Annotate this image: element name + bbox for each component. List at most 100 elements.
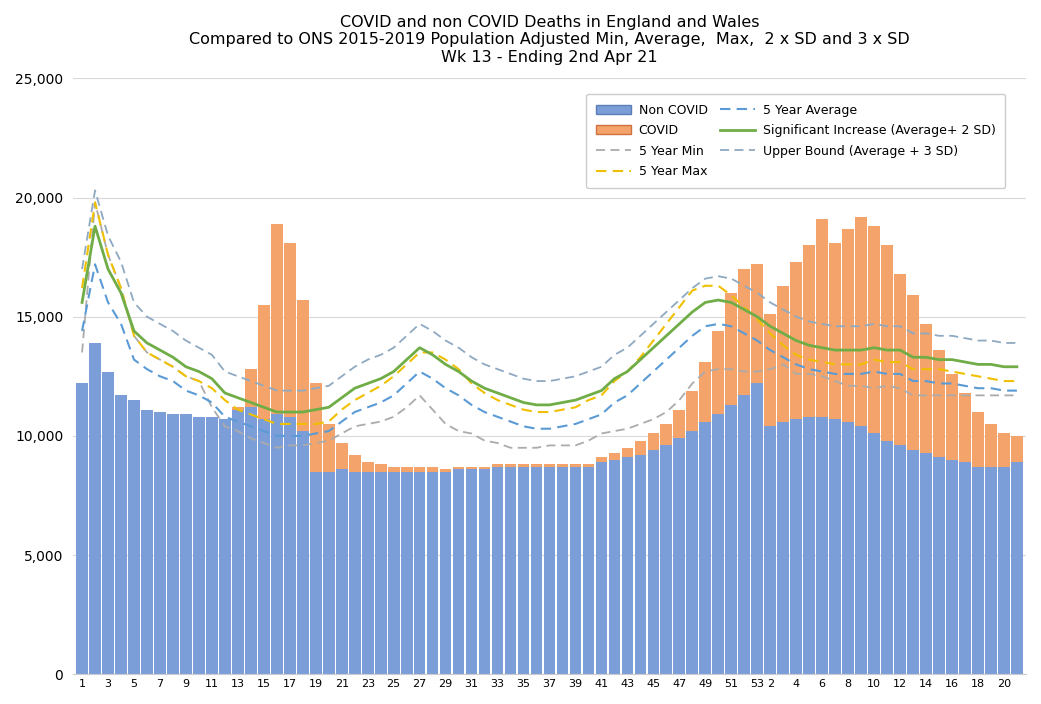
5 Year Max bbox=[945, 367, 958, 376]
Bar bbox=[920, 324, 932, 453]
Bar bbox=[894, 446, 906, 674]
5 Year Average bbox=[271, 432, 283, 440]
Bar bbox=[336, 470, 348, 674]
Bar bbox=[609, 453, 620, 460]
Bar bbox=[1011, 436, 1022, 462]
Significant Increase (Average+ 2 SD) bbox=[1011, 363, 1023, 371]
Bar bbox=[154, 412, 166, 674]
Bar bbox=[439, 470, 452, 472]
Bar bbox=[349, 455, 360, 472]
Bar bbox=[491, 467, 504, 674]
Legend: Non COVID, COVID, 5 Year Min, 5 Year Max, 5 Year Average, Significant Increase (: Non COVID, COVID, 5 Year Min, 5 Year Max… bbox=[586, 94, 1006, 188]
5 Year Average bbox=[907, 377, 919, 385]
Bar bbox=[427, 472, 438, 674]
Bar bbox=[920, 453, 932, 674]
Bar bbox=[168, 415, 179, 674]
Bar bbox=[660, 446, 672, 674]
Bar bbox=[674, 439, 685, 674]
Bar bbox=[868, 226, 880, 434]
Bar bbox=[635, 441, 646, 455]
Bar bbox=[439, 472, 452, 674]
Significant Increase (Average+ 2 SD) bbox=[881, 346, 893, 354]
Bar bbox=[856, 217, 867, 427]
Bar bbox=[907, 450, 919, 674]
Bar bbox=[635, 455, 646, 674]
Bar bbox=[985, 467, 997, 674]
Bar bbox=[569, 467, 581, 674]
Bar bbox=[998, 434, 1010, 467]
Bar bbox=[569, 465, 581, 467]
Bar bbox=[232, 410, 244, 674]
Bar bbox=[738, 396, 751, 674]
Upper Bound (Average + 3 SD) bbox=[413, 320, 426, 328]
5 Year Max bbox=[271, 420, 283, 428]
Bar bbox=[465, 470, 478, 674]
Bar bbox=[557, 467, 568, 674]
Bar bbox=[830, 419, 841, 674]
Title: COVID and non COVID Deaths in England and Wales
Compared to ONS 2015-2019 Popula: COVID and non COVID Deaths in England an… bbox=[189, 15, 910, 65]
5 Year Min bbox=[88, 198, 101, 206]
Bar bbox=[648, 450, 659, 674]
Bar bbox=[946, 374, 958, 460]
Bar bbox=[933, 458, 945, 674]
Bar bbox=[310, 384, 322, 472]
Bar bbox=[258, 419, 270, 674]
Bar bbox=[752, 384, 763, 674]
Bar bbox=[674, 410, 685, 439]
Bar bbox=[804, 245, 815, 417]
Bar bbox=[764, 427, 776, 674]
Bar bbox=[543, 465, 555, 467]
Bar bbox=[738, 269, 751, 396]
Bar bbox=[128, 400, 139, 674]
Bar bbox=[830, 243, 841, 419]
Bar bbox=[946, 460, 958, 674]
Bar bbox=[479, 470, 490, 674]
Bar bbox=[894, 274, 906, 446]
Significant Increase (Average+ 2 SD) bbox=[907, 353, 919, 361]
Bar bbox=[700, 362, 711, 422]
Upper Bound (Average + 3 SD) bbox=[76, 265, 88, 273]
5 Year Min bbox=[945, 391, 958, 400]
5 Year Max bbox=[569, 403, 582, 412]
Bar bbox=[621, 448, 633, 458]
Bar bbox=[609, 460, 620, 674]
Bar bbox=[752, 264, 763, 384]
Bar bbox=[271, 415, 283, 674]
Bar bbox=[453, 470, 464, 674]
Bar bbox=[479, 467, 490, 470]
Significant Increase (Average+ 2 SD) bbox=[413, 344, 426, 352]
5 Year Min bbox=[1011, 391, 1023, 400]
5 Year Max bbox=[881, 358, 893, 366]
Bar bbox=[868, 434, 880, 674]
Bar bbox=[726, 405, 737, 674]
Bar bbox=[557, 465, 568, 467]
Upper Bound (Average + 3 SD) bbox=[881, 322, 893, 330]
Bar bbox=[284, 243, 296, 417]
Bar bbox=[323, 472, 334, 674]
5 Year Min bbox=[881, 382, 893, 390]
Bar bbox=[933, 350, 945, 458]
Bar bbox=[505, 465, 516, 467]
Bar bbox=[816, 219, 828, 417]
5 Year Average bbox=[76, 327, 88, 335]
5 Year Average bbox=[1011, 386, 1023, 395]
Line: 5 Year Min: 5 Year Min bbox=[82, 202, 1017, 448]
Bar bbox=[972, 412, 984, 467]
Bar bbox=[388, 467, 400, 472]
Bar bbox=[375, 465, 386, 472]
Upper Bound (Average + 3 SD) bbox=[309, 384, 322, 392]
Bar bbox=[907, 295, 919, 450]
Upper Bound (Average + 3 SD) bbox=[1011, 339, 1023, 347]
Bar bbox=[790, 262, 802, 419]
Bar bbox=[271, 224, 283, 415]
Significant Increase (Average+ 2 SD) bbox=[271, 408, 283, 416]
5 Year Min bbox=[76, 348, 88, 357]
Bar bbox=[621, 458, 633, 674]
Bar bbox=[427, 467, 438, 472]
Bar bbox=[517, 465, 530, 467]
Bar bbox=[517, 467, 530, 674]
Bar bbox=[323, 424, 334, 472]
Bar bbox=[336, 443, 348, 470]
5 Year Average bbox=[945, 379, 958, 388]
5 Year Max bbox=[907, 365, 919, 373]
